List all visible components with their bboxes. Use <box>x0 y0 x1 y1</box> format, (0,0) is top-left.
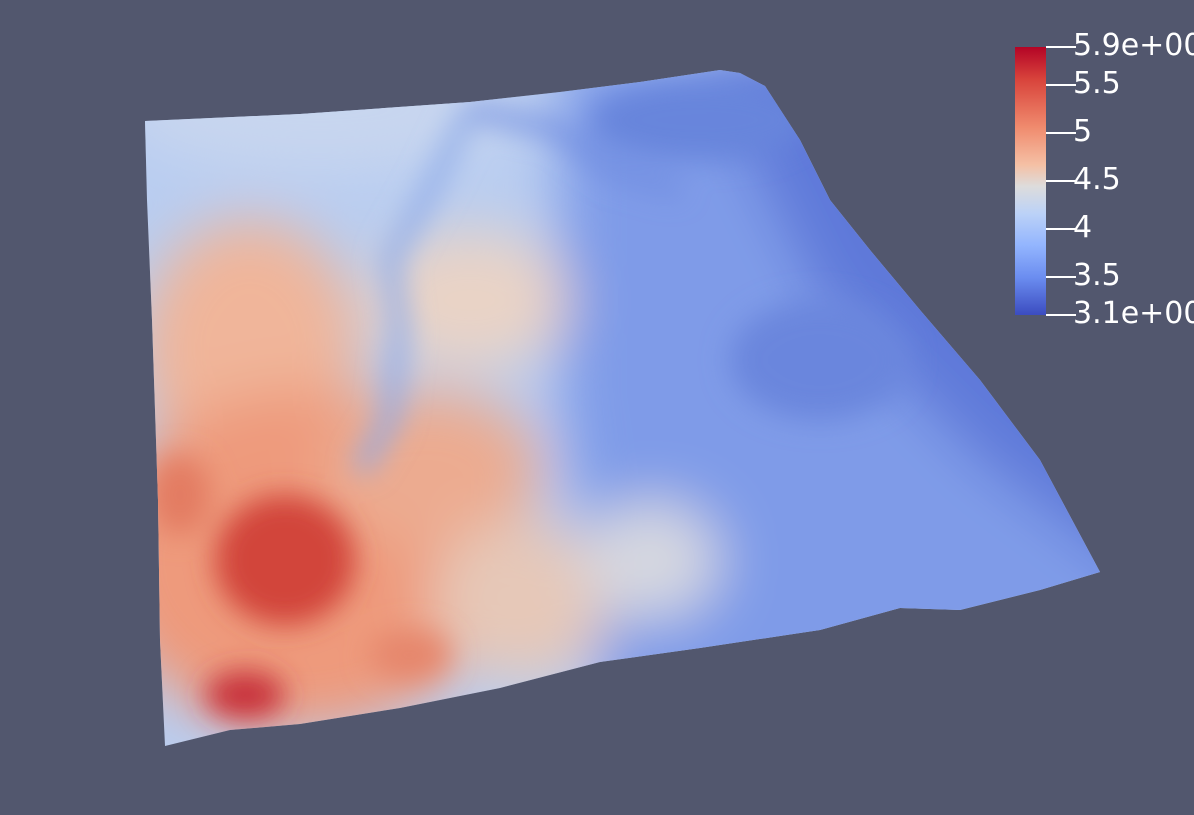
tick-label: 4.5 <box>1073 162 1121 197</box>
tick-label: 5 <box>1073 114 1093 150</box>
tick-line <box>1046 132 1076 135</box>
tick-line <box>1046 314 1076 316</box>
tick-label: 4 <box>1073 209 1093 245</box>
tick-label: 3.5 <box>1073 257 1121 293</box>
color-bar <box>1015 47 1046 315</box>
tick-line <box>1046 275 1076 278</box>
color-legend[interactable]: 5.9e+00 5.5 5 4.5 4 3.5 <box>1015 29 1194 331</box>
tick-line <box>1046 84 1076 87</box>
tick-line <box>1046 227 1076 230</box>
tick-label: 5.5 <box>1073 66 1121 102</box>
tick-label-max: 5.9e+00 <box>1073 28 1194 63</box>
tick-line <box>1046 46 1076 48</box>
tick-line <box>1046 180 1076 182</box>
tick-label-min: 3.1e+00 <box>1073 296 1194 331</box>
